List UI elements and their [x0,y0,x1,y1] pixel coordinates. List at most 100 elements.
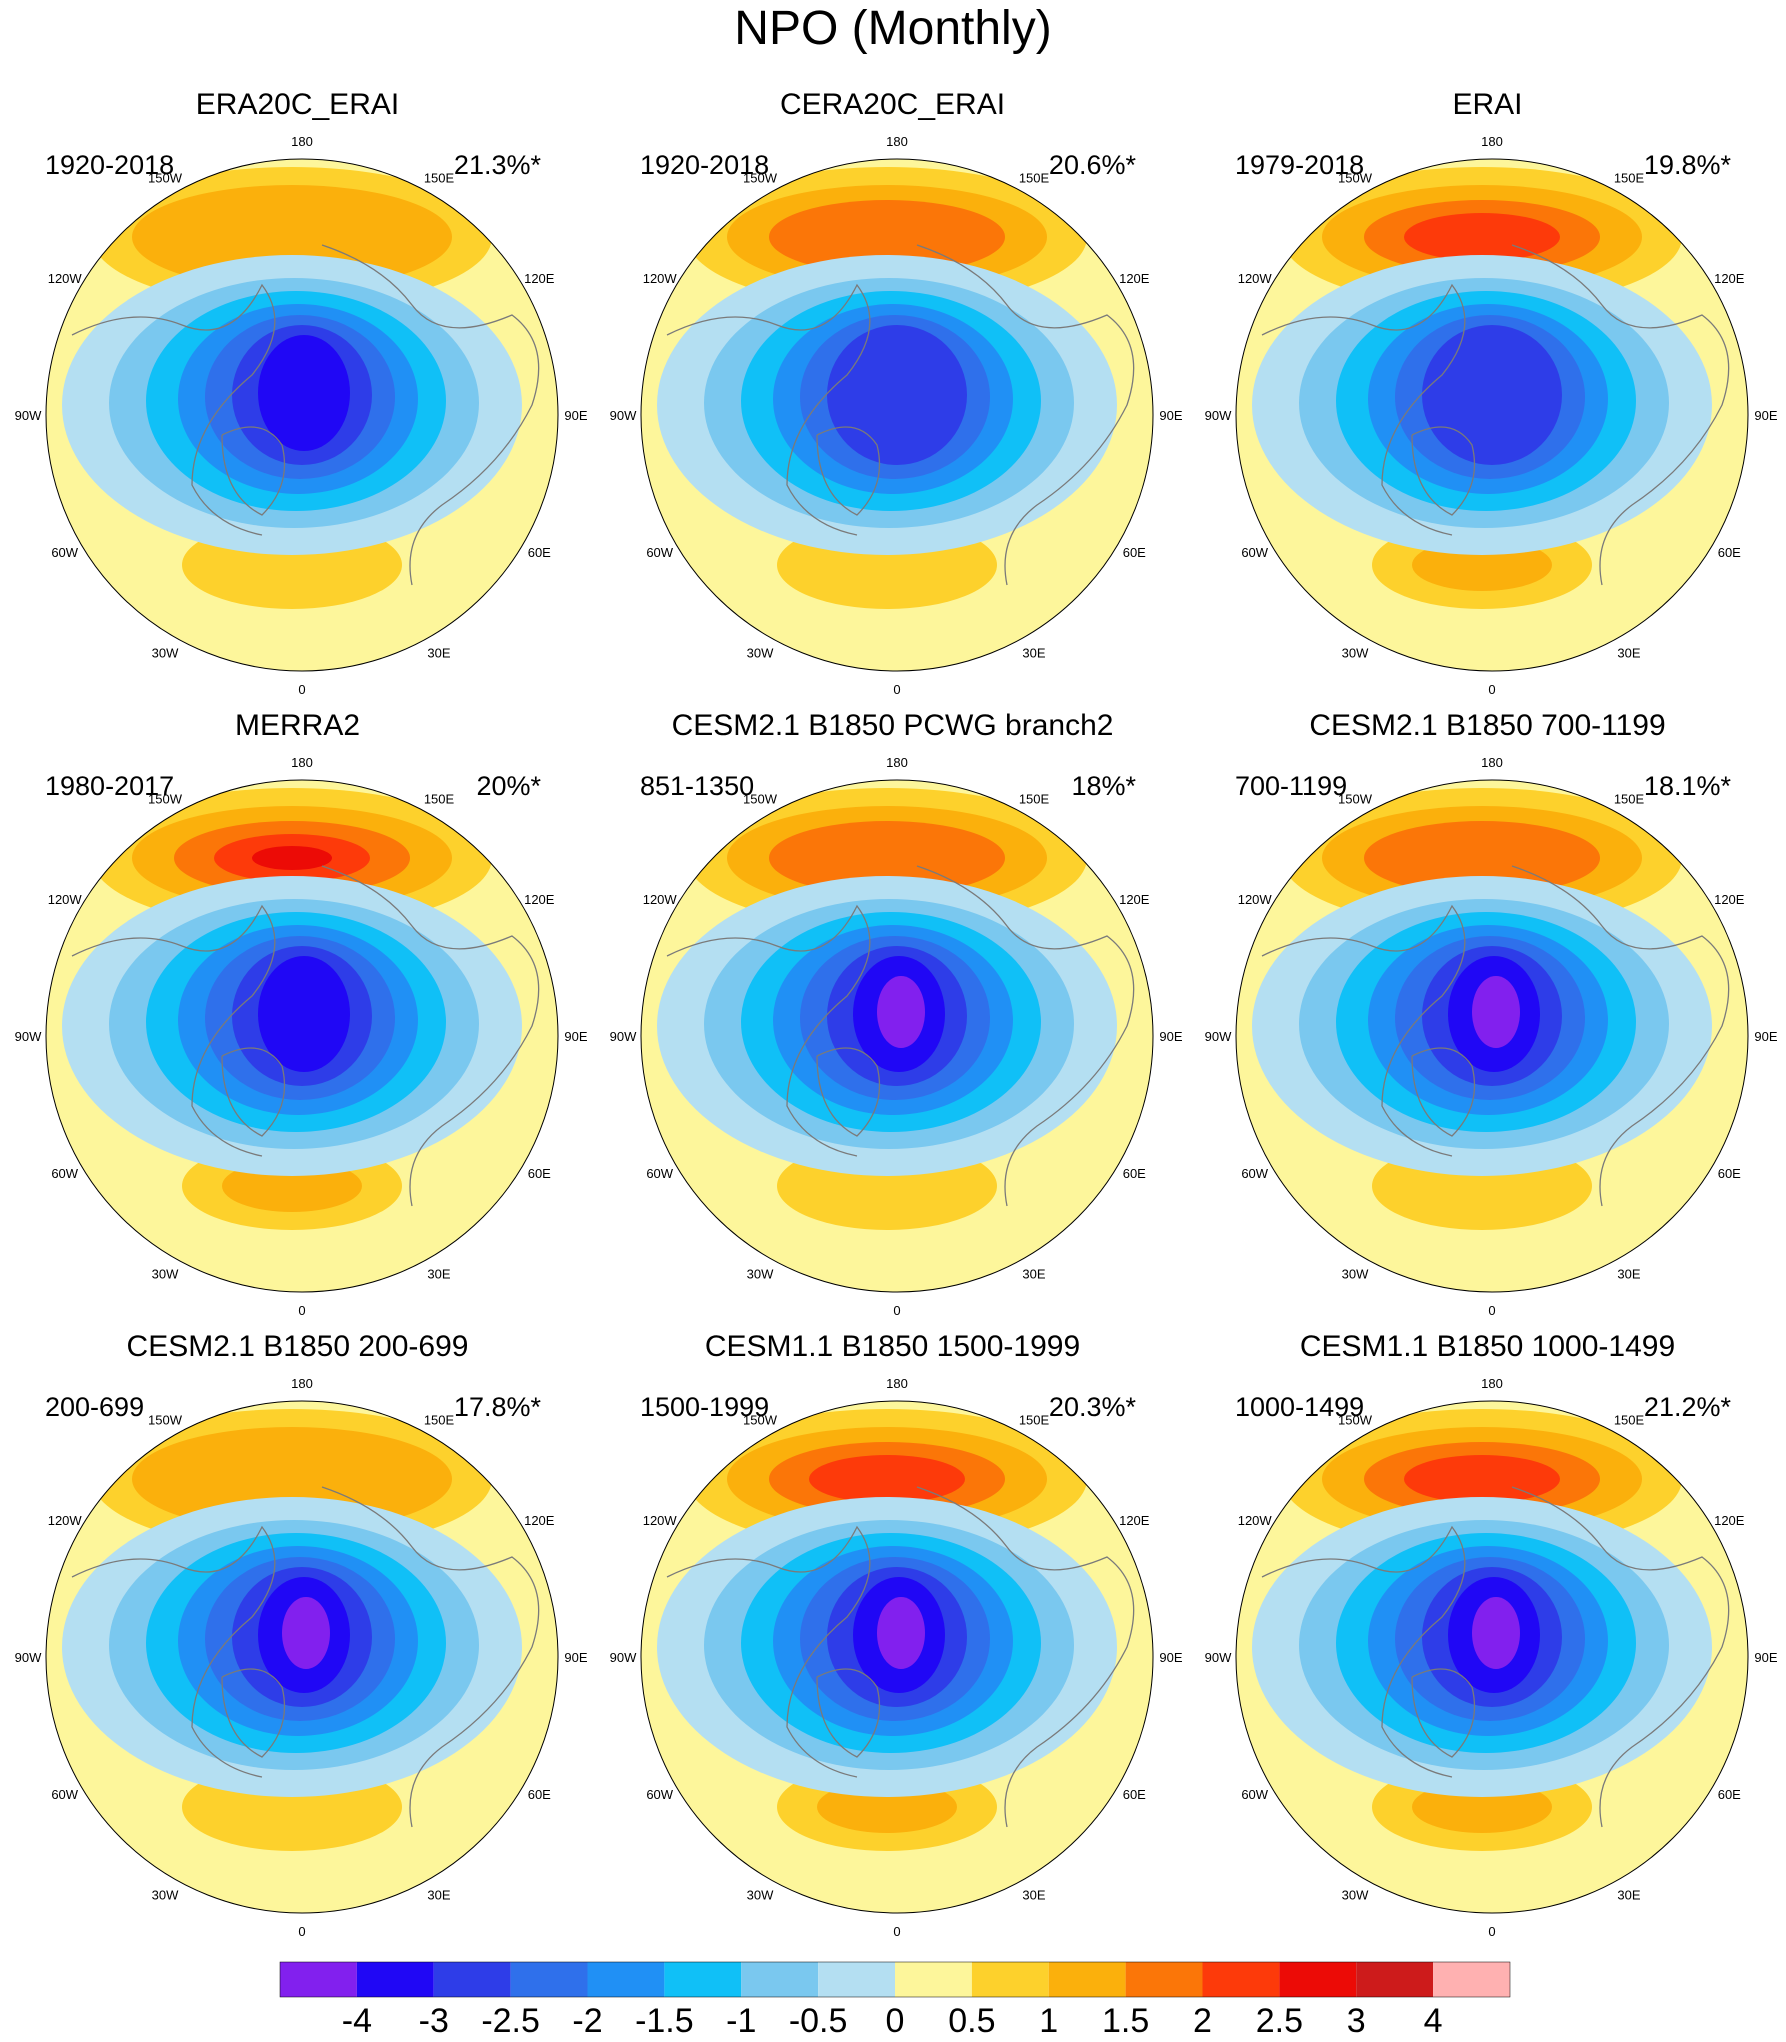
panel-period: 1500-1999 [640,1392,770,1422]
positive-contour [1404,213,1560,261]
longitude-label: 150E [1019,1413,1050,1428]
polar-map: 180 150E 120E 90E 60E 30E 0 30W 60W 90W 120W 150W [1205,1376,1778,1939]
longitude-label: 90E [1159,1650,1182,1665]
longitude-label: 120E [524,892,555,907]
coastline [916,244,1135,586]
longitude-label: 0 [1488,1924,1495,1939]
coastlines [71,865,540,1207]
longitude-label: 60E [1718,545,1741,560]
colorbar-swatch [895,1962,972,1997]
longitude-label: 60E [1123,1166,1146,1181]
longitude-label: 120W [643,892,678,907]
negative-contour [1472,976,1520,1048]
panel-period: 1000-1499 [1235,1392,1365,1422]
contour-field [46,159,558,671]
panel-variance: 19.8%* [1643,150,1731,180]
longitude-label: 90W [610,1650,637,1665]
longitude-label: 60E [1123,545,1146,560]
longitude-label: 30W [1342,1266,1369,1281]
longitude-label: 30E [427,1887,450,1902]
panel-title: ERA20C_ERAI [195,88,400,121]
longitude-label: 0 [1488,682,1495,697]
coastline [666,1525,871,1778]
longitude-label: 180 [1481,134,1503,149]
longitude-label: 150E [424,792,455,807]
map-border [45,1400,559,1914]
longitude-label: 60W [1241,1166,1268,1181]
longitude-label: 60W [646,545,673,560]
colorbar-swatch [510,1962,588,1997]
longitude-label: 30W [1342,1887,1369,1902]
longitude-label: 120E [1119,892,1150,907]
longitude-label: 30W [747,645,774,660]
polar-map: 180 150E 120E 90E 60E 30E 0 30W 60W 90W 120W 150W [610,134,1183,697]
colorbar-label: 2.5 [1256,2002,1303,2040]
panel-title: CERA20C_ERAI [779,88,1006,121]
map-border [1235,779,1749,1293]
contour-field [1236,780,1748,1292]
colorbar-swatch [741,1962,819,1997]
longitude-label: 180 [1481,755,1503,770]
longitude-label: 90W [1205,408,1232,423]
longitude-label: 90E [1754,1650,1777,1665]
panel-period: 1920-2018 [45,150,175,180]
map-panel: ERA20C_ERAI 1920-2018 21.3%* 180 150E 120E… [0,0,595,697]
coastline [666,904,871,1157]
longitude-label: 150E [1614,792,1645,807]
polar-map: 180 150E 120E 90E 60E 30E 0 30W 60W 90W 120W 150W [15,755,588,1318]
colorbar-swatch [1125,1962,1203,1997]
longitude-label: 120W [643,1513,678,1528]
longitude-label: 180 [291,1376,313,1391]
negative-contour [827,325,967,465]
map-border [45,158,559,672]
longitude-label: 60W [51,1166,78,1181]
longitude-label: 60W [51,545,78,560]
longitude-label: 0 [893,682,900,697]
longitude-label: 120E [524,1513,555,1528]
longitude-label: 30E [427,1266,450,1281]
negative-contour [877,1597,925,1669]
map-panels: ERA20C_ERAI 1920-2018 21.3%* 180 150E 120E… [0,0,1785,1939]
coastlines [666,1486,1135,1828]
longitude-label: 90E [1159,408,1182,423]
colorbar-swatch [587,1962,665,1997]
coastline [916,1486,1135,1828]
longitude-label: 150E [1614,1413,1645,1428]
colorbar-swatch [971,1962,1049,1997]
longitude-label: 120E [1714,1513,1745,1528]
longitude-label: 120W [1238,1513,1273,1528]
panel-variance: 21.3%* [453,150,541,180]
longitude-label: 90E [1754,1029,1777,1044]
positive-contour [252,846,332,870]
negative-contour [1422,325,1562,465]
panel-variance: 20%* [476,771,541,801]
longitude-label: 150W [1338,171,1373,186]
coastlines [666,244,1135,586]
longitude-label: 60E [528,1787,551,1802]
panel-period: 851-1350 [640,771,755,801]
longitude-label: 150W [743,1413,778,1428]
contour-field [641,159,1153,671]
coastline [71,904,276,1157]
longitude-label: 90W [15,1650,42,1665]
longitude-label: 0 [893,1924,900,1939]
longitude-label: 120E [1714,271,1745,286]
longitude-label: 90E [564,1029,587,1044]
panel-period: 1979-2018 [1235,150,1365,180]
map-panel: CESM2.1 B1850 700-1199 700-1199 18.1%* 1… [1190,621,1785,1318]
longitude-label: 0 [298,1924,305,1939]
longitude-label: 150W [148,1413,183,1428]
map-border [640,1400,1154,1914]
colorbar-swatch [1433,1962,1510,1997]
positive-contour [769,821,1005,895]
coastlines [71,244,540,586]
map-panel: CERA20C_ERAI 1920-2018 20.6%* 180 150E 120… [595,0,1190,697]
colorbar-swatch [664,1962,742,1997]
longitude-label: 120E [1119,1513,1150,1528]
negative-contour [877,976,925,1048]
longitude-label: 60E [1718,1787,1741,1802]
map-border [1235,1400,1749,1914]
coastlines [1261,865,1730,1207]
contour-field [641,1401,1153,1913]
longitude-label: 0 [893,1303,900,1318]
